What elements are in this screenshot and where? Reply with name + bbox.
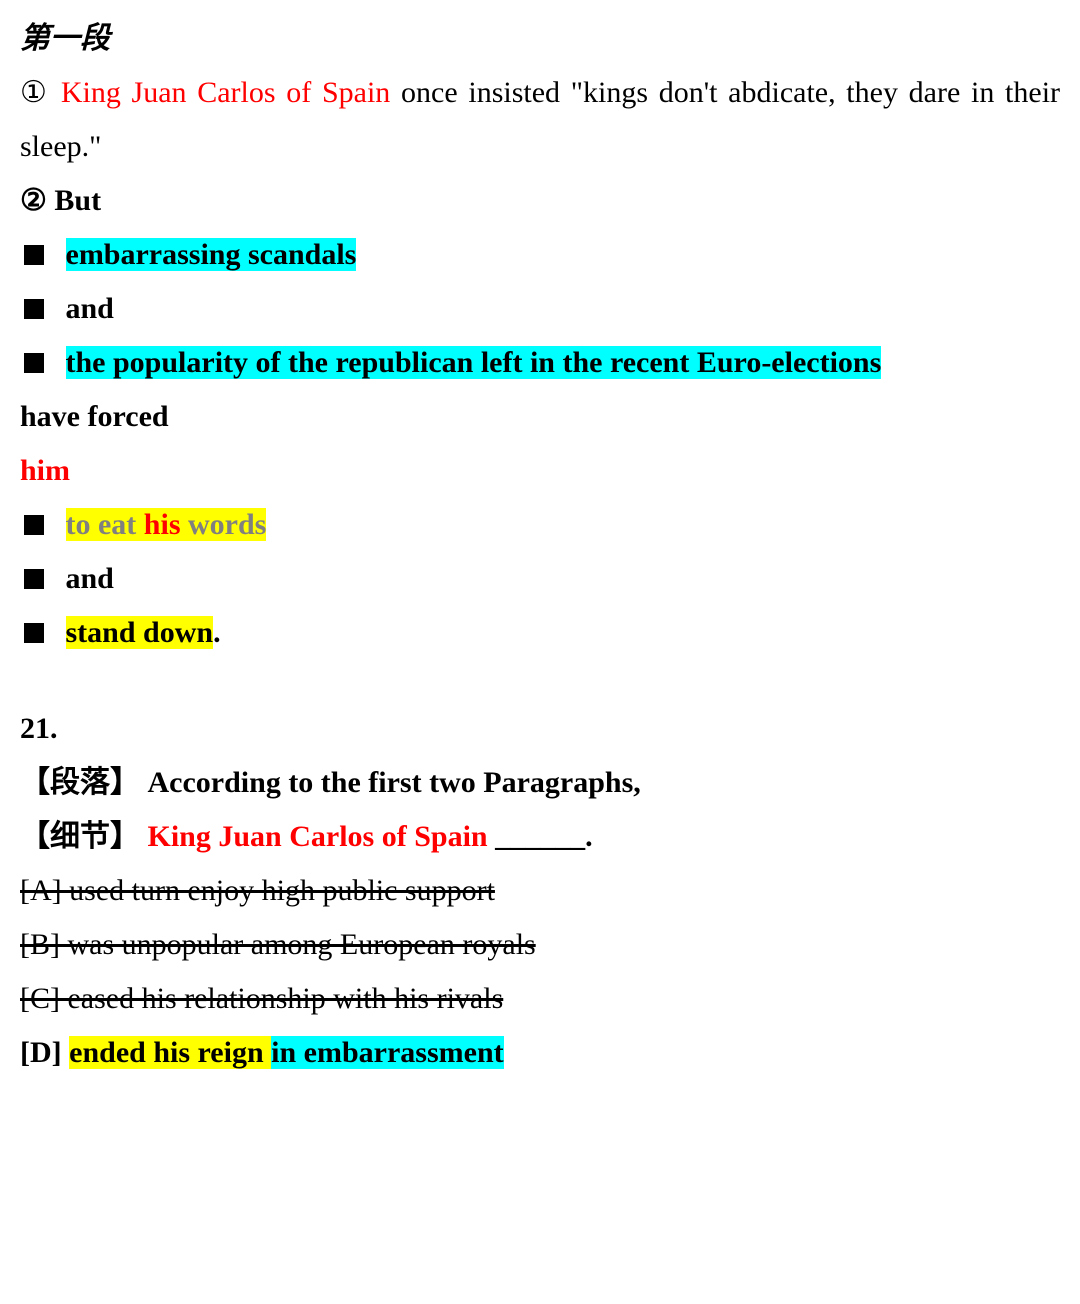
square-bullet-icon [24,353,44,373]
sentence-2-header: ② But [20,174,1060,228]
para-text: According to the first two Paragraphs, [148,766,641,799]
bullet-text: stand down [66,616,214,649]
detail-subject: King Juan Carlos of Spain [148,820,488,853]
spacer [20,660,1060,702]
bullet-item: to eat his words [20,498,1060,552]
sentence-marker: ① [20,76,50,109]
detail-tag: 【细节】 [20,820,140,853]
bullet-item: and [20,552,1060,606]
bullet-text: to eat his words [66,508,267,541]
option-a: [A] used turn enjoy high public support [20,864,1060,918]
square-bullet-icon [24,515,44,535]
blank: ______. [495,820,593,853]
bullet-item: the popularity of the republican left in… [20,336,1060,390]
bullet-item: and [20,282,1060,336]
eat-post: words [181,508,267,541]
section-heading: 第一段 [20,12,1060,66]
bullet-text: and [66,292,114,325]
question-number: 21. [20,702,1060,756]
have-forced-text: have forced [20,390,1060,444]
question-para-line: 【段落】 According to the first two Paragrap… [20,756,1060,810]
bullet-text: embarrassing scandals [66,238,357,271]
eat-pre: to eat [66,508,144,541]
period: . [213,616,221,649]
sentence-marker: ② [20,184,47,217]
but-text: But [54,184,101,217]
bullet-item: embarrassing scandals [20,228,1060,282]
option-c: [C] eased his relationship with his riva… [20,972,1060,1026]
option-d: [D] ended his reign in embarrassment [20,1026,1060,1080]
para-tag: 【段落】 [20,766,140,799]
option-d-prefix: [D] [20,1036,69,1069]
sentence-1: ① King Juan Carlos of Spain once insiste… [20,66,1060,174]
option-d-cyan: in embarrassment [271,1036,503,1069]
bullet-text: the popularity of the republican left in… [66,346,882,379]
bullet-item: stand down. [20,606,1060,660]
him-text: him [20,444,1060,498]
square-bullet-icon [24,299,44,319]
eat-his: his [144,508,181,541]
square-bullet-icon [24,623,44,643]
question-detail-line: 【细节】 King Juan Carlos of Spain ______. [20,810,1060,864]
option-b: [B] was unpopular among European royals [20,918,1060,972]
bullet-text: and [66,562,114,595]
square-bullet-icon [24,569,44,589]
square-bullet-icon [24,245,44,265]
option-d-yellow: ended his reign [69,1036,271,1069]
subject-highlight: King Juan Carlos of Spain [61,76,390,109]
